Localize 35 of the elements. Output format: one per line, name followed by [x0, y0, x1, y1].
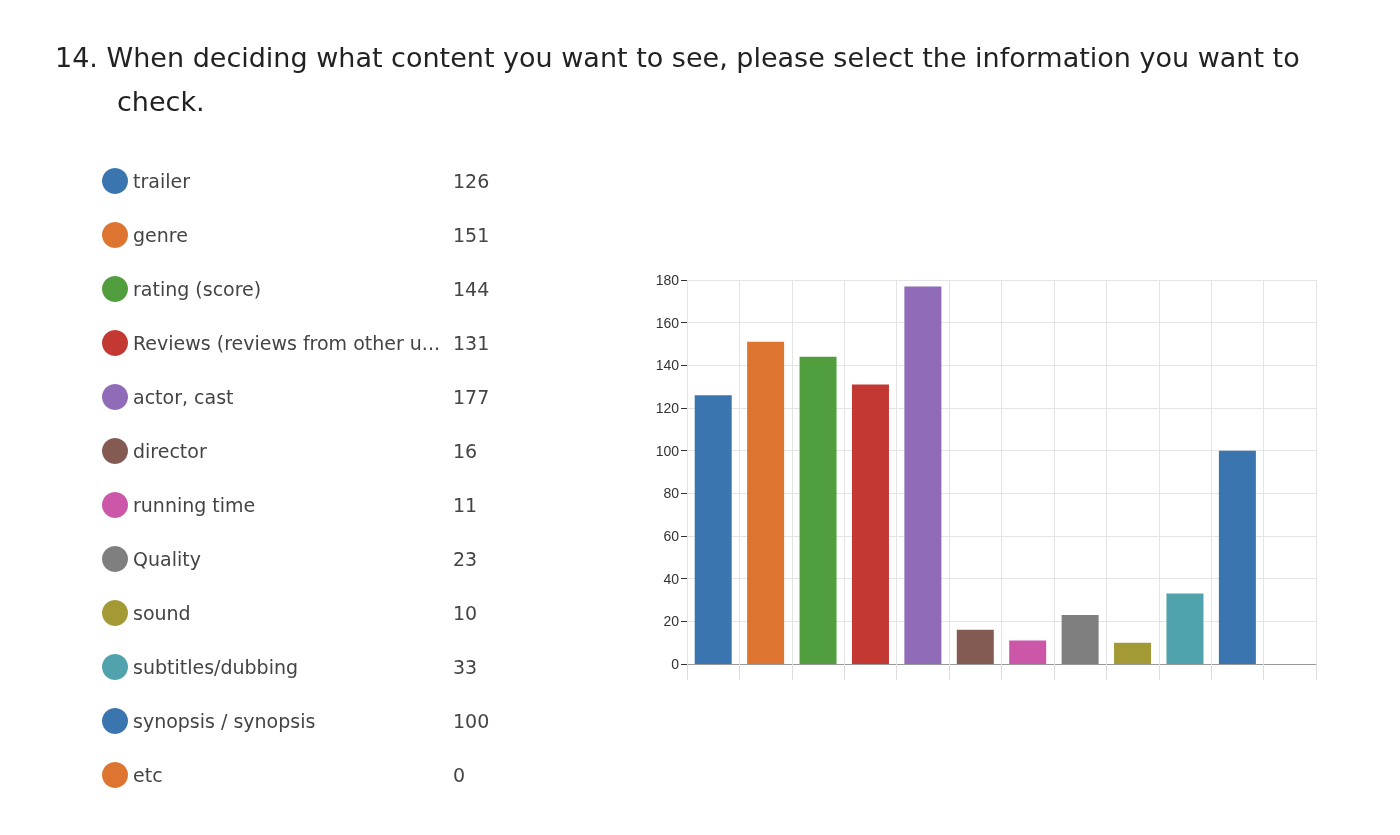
y-tick-label: 160 [655, 314, 680, 331]
y-tick-label: 180 [655, 272, 680, 288]
y-tick-label: 100 [655, 442, 680, 459]
chart-title: 14. When deciding what content you want to see, please select the information you want to check. [55, 41, 1301, 119]
legend-label: trailer [133, 170, 191, 192]
text: 33 [453, 656, 478, 678]
text: 23 [453, 548, 478, 570]
y-tick-label: 80 [663, 485, 680, 502]
y-tick-label: 60 [663, 528, 680, 544]
y-tick-label: 140 [655, 357, 680, 374]
y-tick-label: 20 [663, 613, 680, 630]
legend-label: sound [133, 602, 191, 624]
legend-label: genre [133, 224, 188, 246]
text: 100 [453, 710, 490, 732]
y-tick-label: 120 [655, 400, 680, 416]
text: 10 [453, 602, 478, 624]
legend-label: Quality [133, 548, 201, 570]
text: 131 [453, 332, 490, 354]
text: 151 [453, 224, 490, 246]
legend-label: director [133, 440, 207, 462]
text: 11 [453, 494, 478, 516]
legend-label: rating (score) [133, 278, 262, 300]
legend-label: running time [133, 494, 256, 516]
legend-label: etc [133, 764, 163, 786]
text: 0 [453, 764, 466, 786]
legend-label: actor, cast [133, 386, 234, 408]
legend-label: Reviews (reviews from other u... [133, 332, 440, 354]
text: 144 [453, 278, 490, 300]
text: 126 [453, 170, 490, 192]
legend-label: subtitles/dubbing [133, 656, 299, 678]
text: 177 [453, 386, 490, 408]
text: 16 [453, 440, 478, 462]
legend-label: synopsis / synopsis [133, 710, 316, 732]
y-tick-label: 40 [663, 570, 680, 587]
y-tick-label: 0 [671, 656, 680, 672]
